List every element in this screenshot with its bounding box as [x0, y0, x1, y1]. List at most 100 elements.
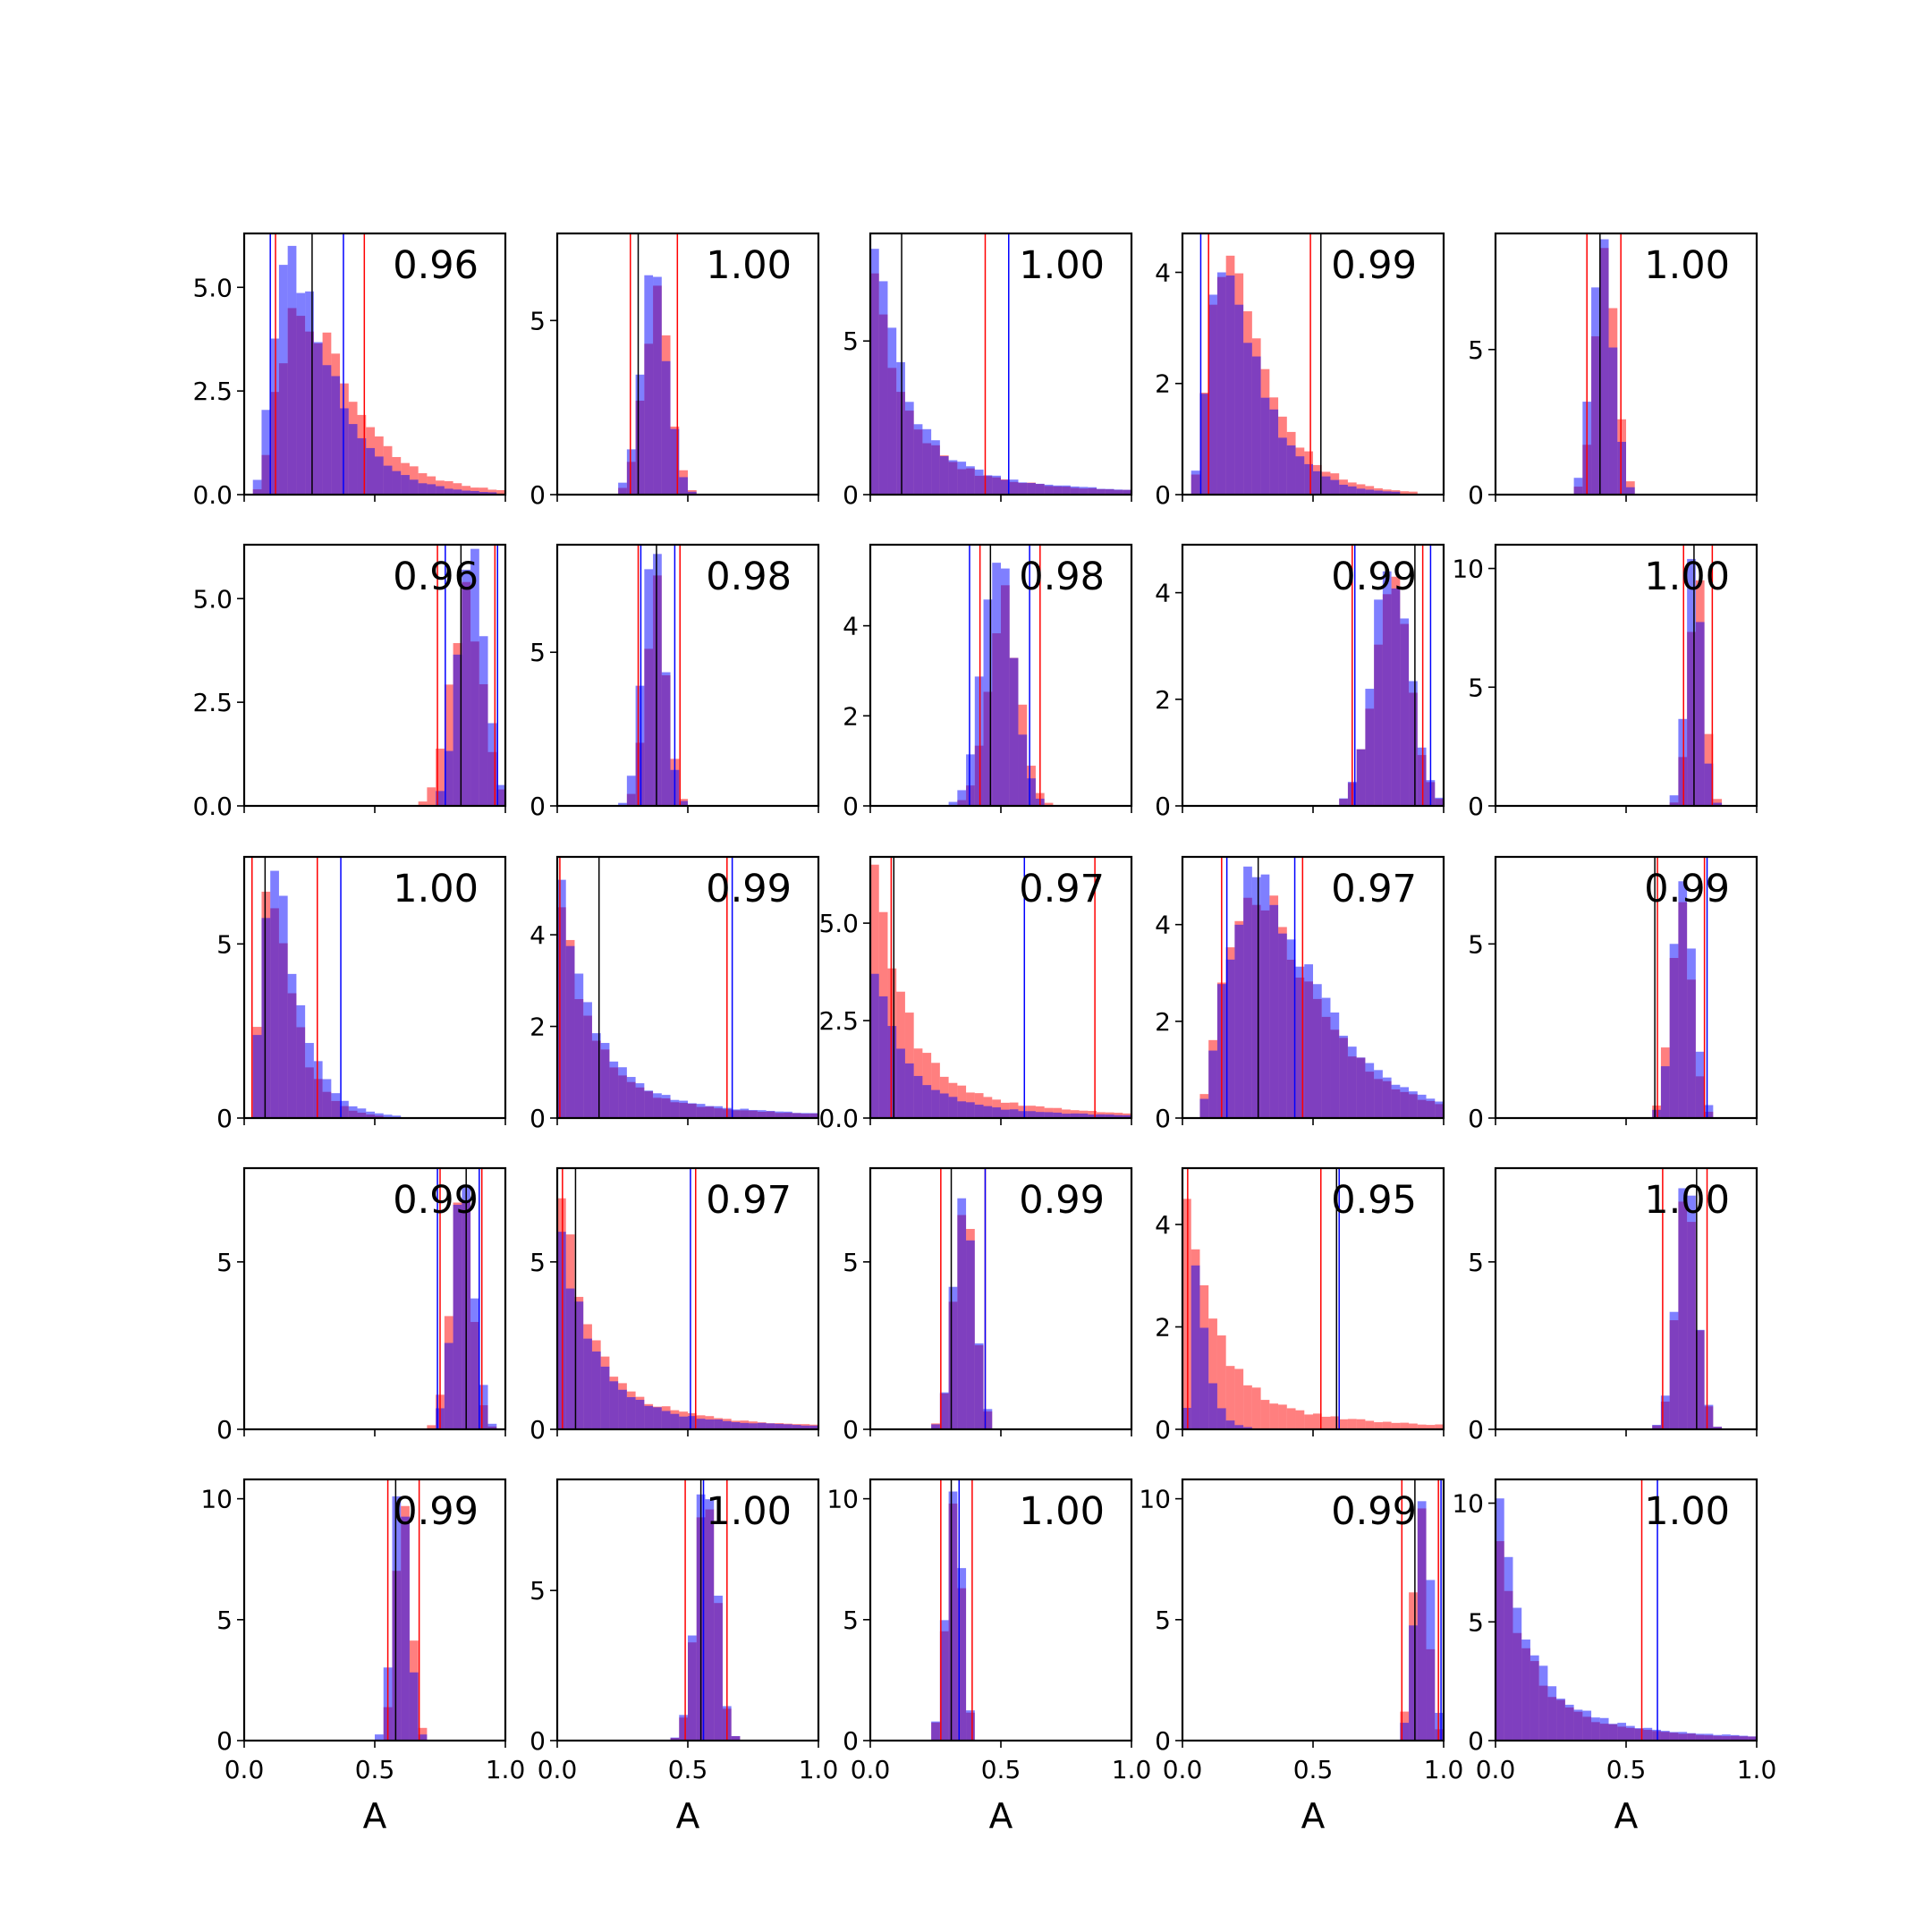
- blue-hist-bar: [1374, 1070, 1383, 1118]
- blue-hist-bar: [1748, 1736, 1757, 1741]
- blue-hist-bar: [1079, 487, 1089, 495]
- blue-hist-bar: [749, 1423, 758, 1429]
- y-tick-label: 0: [216, 1415, 233, 1445]
- blue-hist-bar: [1409, 1625, 1418, 1741]
- panel-r1-c3: 0 2 4 0.99: [1155, 543, 1445, 821]
- red-hist-bar: [436, 748, 445, 806]
- blue-hist-bar: [644, 569, 654, 806]
- plot-area: [252, 233, 505, 495]
- red-hist-bar: [1417, 1424, 1427, 1429]
- blue-hist-bar: [1608, 1724, 1618, 1741]
- blue-hist-bar: [931, 1424, 940, 1429]
- plot-area: [1652, 1168, 1723, 1429]
- blue-hist-bar: [670, 1099, 680, 1118]
- blue-hist-bar: [992, 563, 1001, 806]
- y-tick-label: 0: [216, 1104, 233, 1133]
- blue-hist-bar: [383, 465, 393, 495]
- blue-hist-bar: [1001, 1109, 1010, 1118]
- blue-hist-bar: [1105, 1114, 1114, 1118]
- blue-hist-bar: [939, 1093, 949, 1118]
- red-hist-bar: [1374, 1422, 1383, 1429]
- blue-hist-bar: [966, 1240, 975, 1429]
- blue-hist-bar: [705, 1419, 715, 1429]
- blue-hist-bar: [966, 754, 975, 806]
- blue-hist-bar: [1330, 1012, 1340, 1118]
- y-tick-label: 0: [1468, 1104, 1484, 1133]
- correlation-label: 0.99: [1331, 1489, 1417, 1534]
- blue-hist-bar: [626, 1397, 636, 1429]
- blue-hist-bar: [714, 1595, 723, 1741]
- blue-hist-bar: [1321, 476, 1331, 495]
- blue-hist-bar: [1009, 657, 1019, 806]
- correlation-label: 1.00: [1644, 555, 1730, 599]
- blue-hist-bar: [1027, 1111, 1036, 1118]
- blue-hist-bar: [1400, 1723, 1410, 1741]
- plot-area: [870, 857, 1131, 1118]
- blue-hist-bar: [1304, 463, 1313, 495]
- blue-hist-bar: [1669, 944, 1679, 1118]
- blue-hist-bar: [1678, 718, 1688, 806]
- blue-hist-bar: [1018, 734, 1028, 806]
- correlation-label: 1.00: [1644, 243, 1730, 288]
- y-tick-label: 5: [216, 1248, 233, 1277]
- blue-hist-bar: [305, 1043, 314, 1118]
- blue-hist-bar: [983, 475, 993, 495]
- red-hist-bar: [1182, 1199, 1191, 1429]
- blue-hist-bar: [1704, 1105, 1714, 1118]
- panel-r4-c1: 0 5 0.0 0.5 1.0 A 1.00: [530, 1478, 838, 1837]
- red-hist-bar: [453, 483, 462, 495]
- red-hist-bar: [444, 684, 453, 806]
- blue-hist-bar: [1018, 482, 1028, 495]
- panel-r2-c3: 0 2 4 0.97: [1155, 855, 1445, 1133]
- blue-hist-bar: [1730, 1734, 1740, 1741]
- blue-hist-bar: [722, 1420, 732, 1429]
- correlation-label: 0.96: [393, 555, 479, 599]
- blue-hist-bar: [1617, 441, 1626, 495]
- blue-hist-bar: [1660, 1731, 1670, 1741]
- blue-hist-bar: [1199, 1098, 1209, 1118]
- blue-hist-bar: [287, 973, 297, 1118]
- panel-r0-c1: 051.00: [530, 232, 820, 510]
- red-hist-bar: [1278, 1404, 1287, 1429]
- y-tick-label: 2: [843, 701, 859, 731]
- red-hist-bar: [1435, 1424, 1444, 1429]
- blue-hist-bar: [731, 1735, 741, 1741]
- blue-hist-bar: [644, 1405, 654, 1429]
- blue-hist-bar: [913, 1075, 923, 1118]
- red-hist-bar: [1356, 1419, 1366, 1429]
- y-tick-label: 4: [1155, 258, 1171, 287]
- blue-hist-bar: [766, 1110, 775, 1118]
- blue-hist-bar: [453, 489, 462, 495]
- blue-hist-bar: [922, 428, 932, 495]
- plot-area: [670, 1479, 741, 1741]
- blue-hist-bar: [705, 1499, 715, 1741]
- panel-r1-c2: 0 2 4 0.98: [843, 543, 1133, 821]
- blue-hist-bar: [974, 1343, 984, 1429]
- blue-hist-bar: [957, 1198, 967, 1429]
- blue-hist-bar: [278, 265, 288, 495]
- y-tick-label: 0: [843, 1726, 859, 1756]
- plot-area: [1182, 1168, 1444, 1429]
- blue-hist-bar: [1599, 1717, 1609, 1741]
- blue-hist-bar: [565, 1288, 575, 1429]
- panel-r4-c0: 0 5 10 0.0 0.5 1.0 A 0.99: [200, 1478, 526, 1837]
- blue-hist-bar: [1114, 1114, 1123, 1118]
- blue-hist-bar: [322, 1079, 332, 1118]
- blue-hist-bar: [409, 1672, 419, 1741]
- blue-hist-bar: [1123, 1114, 1131, 1118]
- panel-r2-c4: 050.99: [1468, 855, 1758, 1133]
- blue-hist-bar: [1669, 1311, 1679, 1429]
- blue-hist-bar: [1339, 798, 1348, 806]
- red-hist-bar: [496, 489, 505, 495]
- x-tick-label: 1.0: [486, 1755, 526, 1784]
- blue-hist-bar: [696, 1104, 706, 1118]
- blue-hist-bar: [948, 1491, 958, 1741]
- blue-hist-bar: [1417, 747, 1427, 806]
- y-tick-label: 10: [200, 1485, 233, 1514]
- plot-area: [1573, 233, 1635, 495]
- blue-hist-bar: [1722, 1734, 1731, 1741]
- blue-hist-bar: [1652, 1109, 1661, 1118]
- blue-hist-bar: [591, 1351, 601, 1429]
- blue-hist-bar: [1278, 437, 1287, 495]
- blue-hist-bar: [1678, 1188, 1688, 1429]
